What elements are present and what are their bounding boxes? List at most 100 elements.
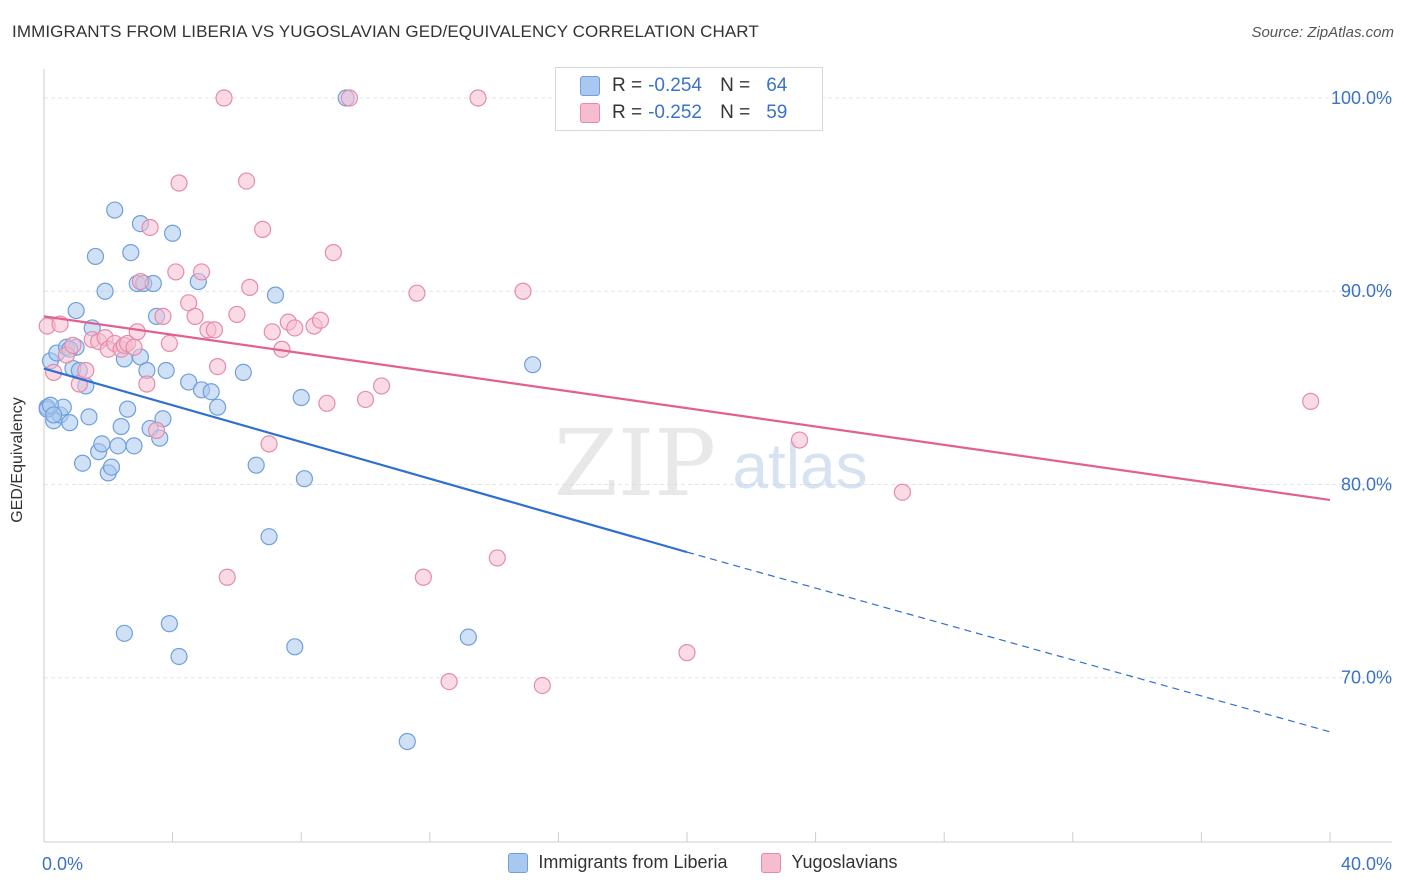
legend-label-yugoslavians: Yugoslavians (791, 852, 898, 872)
stats-row-liberia: R = -0.254 N = 64 (580, 74, 787, 98)
x-tick-label: 40.0% (1341, 854, 1392, 874)
point-yugoslavian (372, 377, 391, 395)
point-yugoslavian (469, 89, 487, 107)
point-yugoslavian (514, 282, 532, 300)
point-liberia (286, 638, 304, 656)
point-liberia (73, 454, 92, 472)
stats-row-yugoslavians: R = -0.252 N = 59 (580, 101, 787, 125)
point-liberia (109, 437, 127, 455)
legend-label-liberia: Immigrants from Liberia (538, 852, 728, 872)
n-label: N = (720, 75, 751, 96)
legend-item-liberia: Immigrants from Liberia (508, 852, 727, 873)
point-yugoslavian (440, 673, 458, 691)
point-yugoslavian (154, 307, 172, 325)
stats-legend: R = -0.254 N = 64 R = -0.252 N = 59 (555, 67, 823, 131)
point-yugoslavian (324, 243, 342, 262)
point-liberia (125, 437, 143, 455)
point-yugoslavian (64, 336, 82, 354)
point-yugoslavian (893, 483, 912, 501)
point-liberia (102, 458, 121, 476)
point-yugoslavian (263, 323, 281, 341)
r-label: R = (612, 102, 643, 123)
point-yugoslavian (138, 375, 156, 393)
point-liberia (180, 373, 198, 391)
point-liberia (157, 361, 175, 380)
point-liberia (96, 282, 114, 300)
point-yugoslavian (340, 89, 359, 107)
point-yugoslavian (167, 263, 185, 281)
swatch-liberia (580, 76, 600, 96)
point-yugoslavian (408, 284, 426, 302)
point-yugoslavian (790, 431, 809, 449)
y-tick-label: 80.0% (1341, 474, 1392, 494)
legend-item-yugoslavians: Yugoslavians (761, 852, 898, 873)
n-value: 64 (766, 75, 788, 96)
point-yugoslavian (125, 338, 143, 356)
point-liberia (398, 732, 416, 751)
point-yugoslavian (147, 421, 166, 439)
point-liberia (106, 201, 124, 219)
point-liberia (122, 243, 140, 262)
point-yugoslavian (131, 272, 150, 291)
point-liberia (115, 624, 133, 642)
point-yugoslavian (215, 89, 233, 107)
point-liberia (61, 414, 79, 432)
point-liberia (202, 383, 220, 401)
point-yugoslavian (77, 361, 95, 380)
point-liberia (67, 301, 85, 320)
point-yugoslavian (237, 172, 256, 190)
point-liberia (93, 435, 111, 453)
point-yugoslavian (209, 358, 227, 376)
point-liberia (292, 388, 310, 407)
chart-title: IMMIGRANTS FROM LIBERIA VS YUGOSLAVIAN G… (12, 22, 759, 41)
point-liberia (160, 615, 178, 633)
point-liberia (164, 224, 182, 242)
r-value: -0.254 (648, 75, 702, 96)
point-yugoslavian (318, 394, 336, 412)
point-liberia (295, 470, 314, 488)
n-label: N = (720, 102, 751, 123)
point-liberia (86, 247, 105, 266)
legend-swatch-yugoslavians (761, 852, 782, 873)
point-yugoslavian (192, 263, 211, 281)
y-tick-label: 100.0% (1331, 88, 1392, 108)
point-yugoslavian (414, 568, 432, 586)
point-yugoslavian (218, 568, 236, 586)
r-label: R = (612, 75, 643, 96)
point-liberia (112, 417, 130, 436)
legend-swatch-liberia (508, 852, 529, 873)
point-yugoslavian (241, 278, 259, 296)
point-liberia (234, 363, 252, 382)
point-yugoslavian (311, 311, 330, 329)
point-liberia (118, 400, 137, 418)
trendline-liberia (43, 367, 688, 554)
point-liberia (209, 398, 227, 416)
point-liberia (80, 408, 98, 426)
point-yugoslavian (141, 218, 159, 237)
point-liberia (260, 528, 278, 546)
swatch-yugoslavians (580, 103, 600, 123)
point-yugoslavian (186, 307, 204, 325)
point-yugoslavian (205, 321, 223, 339)
point-liberia (266, 286, 285, 304)
y-tick-label: 70.0% (1341, 668, 1392, 688)
point-yugoslavian (254, 220, 272, 238)
point-liberia (459, 628, 477, 646)
point-yugoslavian (356, 390, 375, 409)
point-yugoslavian (678, 644, 696, 662)
point-liberia (170, 647, 188, 666)
point-yugoslavian (228, 305, 246, 324)
point-yugoslavian (488, 549, 506, 567)
point-yugoslavian (1302, 392, 1320, 410)
x-tick-label: 0.0% (42, 854, 83, 874)
point-yugoslavian (170, 174, 188, 192)
trendline-yugoslavians (43, 315, 1331, 502)
point-liberia (524, 356, 542, 374)
series-legend: Immigrants from Liberia Yugoslavians (0, 852, 1406, 873)
point-liberia (247, 456, 265, 474)
point-yugoslavian (533, 676, 551, 695)
y-tick-label: 90.0% (1341, 281, 1392, 301)
source-label: Source: ZipAtlas.com (1251, 24, 1394, 41)
watermark-zip: ZIP (554, 410, 716, 517)
